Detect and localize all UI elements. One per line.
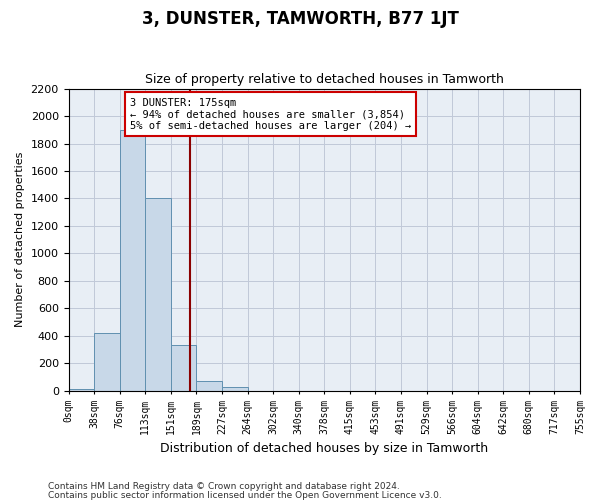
Text: Contains public sector information licensed under the Open Government Licence v3: Contains public sector information licen… (48, 490, 442, 500)
Bar (94, 333, 119, 391)
Y-axis label: Number of detached properties: Number of detached properties (15, 152, 25, 328)
X-axis label: Distribution of detached houses by size in Tamworth: Distribution of detached houses by size … (160, 442, 488, 455)
Title: Size of property relative to detached houses in Tamworth: Size of property relative to detached ho… (145, 73, 504, 86)
Bar (171, 346, 196, 391)
Bar (119, 130, 145, 391)
Bar (145, 198, 171, 391)
Text: 3 DUNSTER: 175sqm
← 94% of detached houses are smaller (3,854)
5% of semi-detach: 3 DUNSTER: 175sqm ← 94% of detached hous… (130, 98, 411, 131)
Bar (222, 388, 248, 391)
Text: 3, DUNSTER, TAMWORTH, B77 1JT: 3, DUNSTER, TAMWORTH, B77 1JT (142, 10, 458, 28)
Text: Contains HM Land Registry data © Crown copyright and database right 2024.: Contains HM Land Registry data © Crown c… (48, 482, 400, 491)
Bar (68, 390, 94, 391)
Bar (196, 381, 222, 391)
